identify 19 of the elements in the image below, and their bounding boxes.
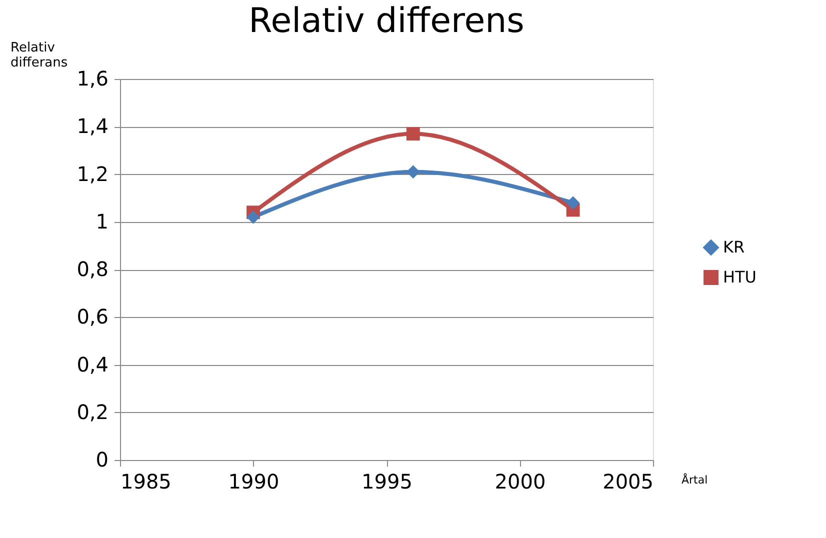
y-tick-label: 0,8 bbox=[76, 257, 108, 281]
legend-label: HTU bbox=[723, 268, 757, 286]
y-axis-title: Relativ differans bbox=[10, 40, 68, 70]
x-tick-label: 2005 bbox=[602, 470, 654, 494]
x-tick-label: 1990 bbox=[228, 470, 280, 494]
chart-title: Relativ differens bbox=[248, 1, 524, 41]
x-tick-label: 1995 bbox=[362, 470, 412, 494]
y-tick-label: 0,6 bbox=[76, 304, 108, 329]
y-tick-label: 1,2 bbox=[76, 162, 108, 186]
y-tick-label: 0,4 bbox=[76, 352, 108, 376]
x-tick-label: 2000 bbox=[494, 470, 546, 494]
y-tick-label: 1 bbox=[96, 209, 108, 234]
x-axis-title: Årtal bbox=[682, 472, 708, 486]
y-tick-label: 0 bbox=[96, 448, 108, 472]
y-tick-label: 0,2 bbox=[76, 400, 108, 424]
y-tick-label: 1,6 bbox=[76, 66, 108, 90]
y-tick-label: 1,4 bbox=[76, 114, 108, 138]
legend-label: KR bbox=[723, 238, 745, 256]
x-tick-label: 1985 bbox=[120, 470, 172, 494]
